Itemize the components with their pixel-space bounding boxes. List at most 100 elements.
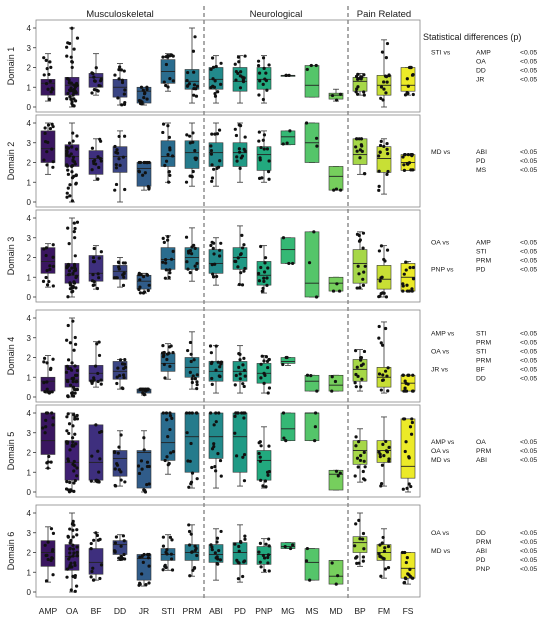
data-point xyxy=(171,350,175,355)
data-point xyxy=(190,550,194,554)
data-point xyxy=(235,558,239,562)
data-point xyxy=(188,340,193,345)
data-point xyxy=(243,54,247,58)
data-point xyxy=(216,165,221,169)
data-point xyxy=(138,291,143,295)
panel-frame-1 xyxy=(35,19,421,113)
data-point xyxy=(234,78,238,82)
data-point xyxy=(243,135,247,139)
box-sti-domain-2 xyxy=(160,122,176,184)
data-point xyxy=(384,369,388,373)
box-mg-domain-4 xyxy=(280,355,296,367)
data-point xyxy=(233,542,237,546)
data-point xyxy=(147,564,151,568)
y-tick-label: 3 xyxy=(27,429,32,438)
box-body xyxy=(232,412,248,473)
data-point xyxy=(212,423,216,427)
data-point xyxy=(71,424,75,428)
data-point xyxy=(262,270,267,274)
data-point xyxy=(122,539,126,543)
data-point xyxy=(385,41,390,46)
data-point xyxy=(138,555,142,559)
data-point xyxy=(141,88,145,92)
data-point xyxy=(168,173,172,177)
box-ms-domain-4 xyxy=(304,373,320,393)
data-point xyxy=(72,229,76,234)
data-point xyxy=(266,266,270,270)
box-amp-domain-3 xyxy=(40,243,56,288)
data-point xyxy=(337,289,342,293)
data-point xyxy=(256,64,261,68)
data-point xyxy=(238,377,242,381)
data-point xyxy=(259,244,263,249)
data-point xyxy=(363,465,367,469)
data-point xyxy=(167,461,171,466)
data-point xyxy=(257,130,261,134)
data-point xyxy=(138,581,142,585)
data-point xyxy=(142,160,146,165)
data-point xyxy=(377,249,381,253)
data-point xyxy=(259,376,263,380)
data-point xyxy=(71,543,75,547)
data-point xyxy=(257,71,262,75)
data-point xyxy=(257,139,261,143)
data-point xyxy=(355,561,359,565)
data-point xyxy=(210,548,214,552)
data-point xyxy=(191,131,195,135)
data-point xyxy=(67,557,71,561)
data-point xyxy=(361,537,365,541)
data-point xyxy=(72,469,76,473)
y-tick-label: 0 xyxy=(27,198,32,207)
data-point xyxy=(356,77,360,81)
data-point xyxy=(191,140,195,144)
data-point xyxy=(97,353,102,358)
data-point xyxy=(69,152,73,156)
data-point xyxy=(264,71,268,75)
data-point xyxy=(209,243,213,248)
data-point xyxy=(117,468,121,472)
data-point xyxy=(71,574,75,579)
data-point xyxy=(41,279,46,283)
data-point xyxy=(117,445,121,449)
box-dd-domain-4 xyxy=(112,358,128,391)
box-oa-domain-1 xyxy=(64,26,80,108)
data-point xyxy=(89,541,93,546)
y-tick-label: 3 xyxy=(27,529,32,538)
data-point xyxy=(71,93,75,97)
stat-against: OA xyxy=(476,59,486,66)
data-point xyxy=(89,547,93,551)
data-point xyxy=(265,88,269,92)
data-point xyxy=(161,411,165,415)
data-point xyxy=(267,569,271,573)
stat-p-value: <0.05 xyxy=(520,448,537,455)
stat-p-value: <0.05 xyxy=(520,158,537,165)
data-point xyxy=(404,560,408,565)
group-title-2: Pain Related xyxy=(357,9,411,20)
box-mg-domain-2 xyxy=(280,129,296,146)
data-point xyxy=(51,165,55,169)
data-point xyxy=(161,130,165,135)
box-fs-domain-5 xyxy=(400,417,416,493)
data-point xyxy=(117,134,121,139)
data-point xyxy=(47,454,51,459)
data-point xyxy=(91,260,96,264)
data-point xyxy=(145,460,150,464)
stat-p-value: <0.05 xyxy=(520,68,537,75)
data-point xyxy=(122,102,127,106)
box-body xyxy=(280,237,296,264)
box-jr-domain-1 xyxy=(136,85,152,106)
data-point xyxy=(355,232,360,236)
data-point xyxy=(217,128,222,132)
data-point xyxy=(404,389,409,393)
stat-against: ABI xyxy=(476,149,487,156)
data-point xyxy=(384,326,388,331)
data-point xyxy=(211,275,216,279)
data-point xyxy=(240,233,244,237)
data-point xyxy=(167,345,172,349)
data-point xyxy=(161,344,165,348)
data-point xyxy=(145,552,150,557)
box-bp-domain-5 xyxy=(352,428,368,483)
data-point xyxy=(65,195,69,199)
stat-against: PD xyxy=(476,158,486,165)
data-point xyxy=(73,364,77,368)
